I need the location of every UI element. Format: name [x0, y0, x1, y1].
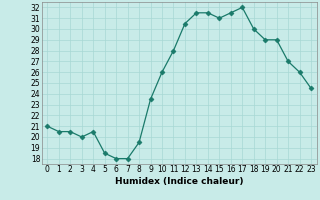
X-axis label: Humidex (Indice chaleur): Humidex (Indice chaleur)	[115, 177, 244, 186]
